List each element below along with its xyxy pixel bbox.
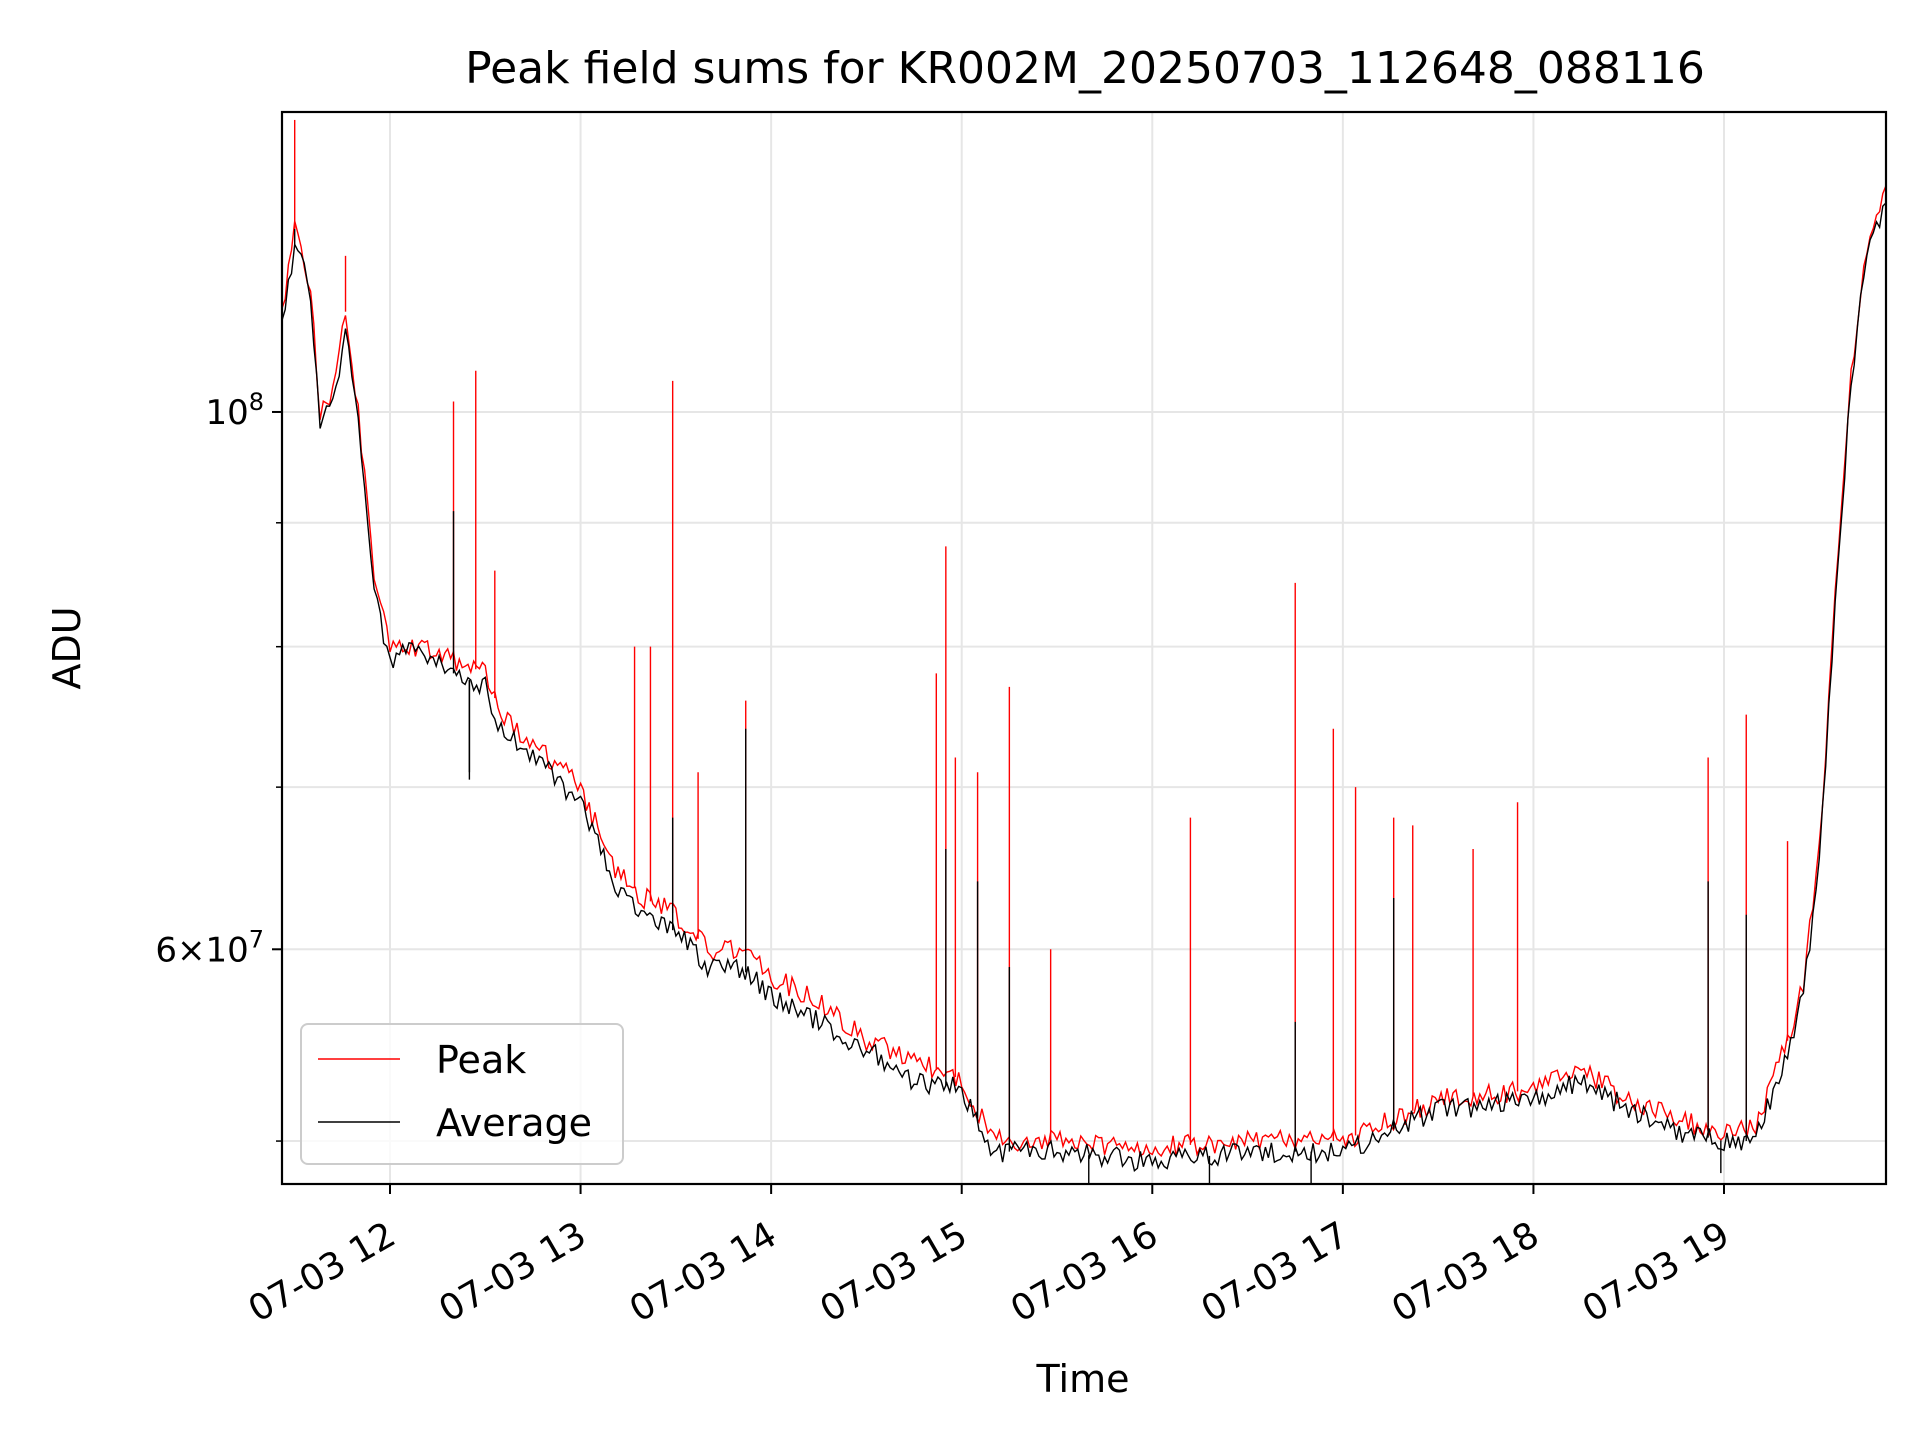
x-axis-label: Time	[1036, 1357, 1130, 1401]
y-tick-label: 108	[205, 388, 264, 433]
legend-average-label: Average	[436, 1101, 592, 1145]
y-axis: 108 6×107	[155, 388, 282, 1142]
y-tick-exponent: 7	[249, 925, 264, 953]
y-tick-exponent: 8	[249, 388, 264, 416]
y-tick-mantissa: 6	[155, 930, 177, 970]
plot-frame	[280, 110, 1888, 1186]
grid	[282, 112, 1886, 1184]
y-tick-label: 6×107	[155, 925, 264, 970]
series-layer	[281, 119, 1887, 1184]
series-average	[281, 202, 1887, 1184]
series-line-average	[281, 202, 1887, 1172]
chart-title: Peak field sums for KR002M_20250703_1126…	[465, 43, 1705, 94]
y-axis-label: ADU	[45, 606, 89, 689]
legend-peak-label: Peak	[436, 1038, 526, 1082]
legend: Peak Average	[300, 1023, 624, 1165]
